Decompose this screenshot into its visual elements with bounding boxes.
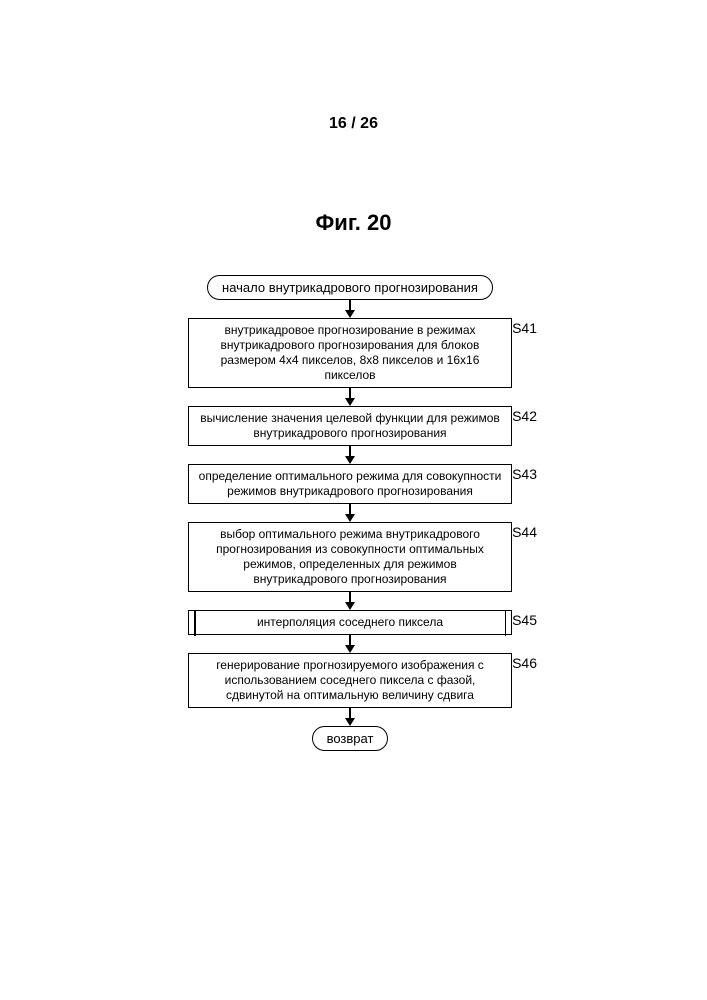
step-box: выбор оптимального режима внутрикадровог… [188,522,512,592]
step-s46: генерирование прогнозируемого изображени… [175,653,525,708]
step-box: определение оптимального режима для сово… [188,464,512,504]
end-terminal: возврат [312,726,389,751]
step-s43: определение оптимального режима для сово… [175,464,525,504]
step-box: вычисление значения целевой функции для … [188,406,512,446]
step-label: S44 [512,524,537,540]
page-number: 16 / 26 [0,115,707,133]
step-s42: вычисление значения целевой функции для … [175,406,525,446]
step-label: S42 [512,408,537,424]
step-box-subprocess: интерполяция соседнего пиксела [188,610,512,635]
step-box: генерирование прогнозируемого изображени… [188,653,512,708]
step-label: S41 [512,320,537,336]
start-terminal: начало внутрикадрового прогнозирования [207,275,493,300]
flowchart: начало внутрикадрового прогнозирования в… [175,275,525,751]
step-box: внутрикадровое прогнозирование в режимах… [188,318,512,388]
step-s45: интерполяция соседнего пиксела S45 [175,610,525,635]
step-s44: выбор оптимального режима внутрикадровог… [175,522,525,592]
figure-title: Фиг. 20 [0,210,707,236]
step-s41: внутрикадровое прогнозирование в режимах… [175,318,525,388]
step-label: S43 [512,466,537,482]
step-label: S46 [512,655,537,671]
step-label: S45 [512,612,537,628]
